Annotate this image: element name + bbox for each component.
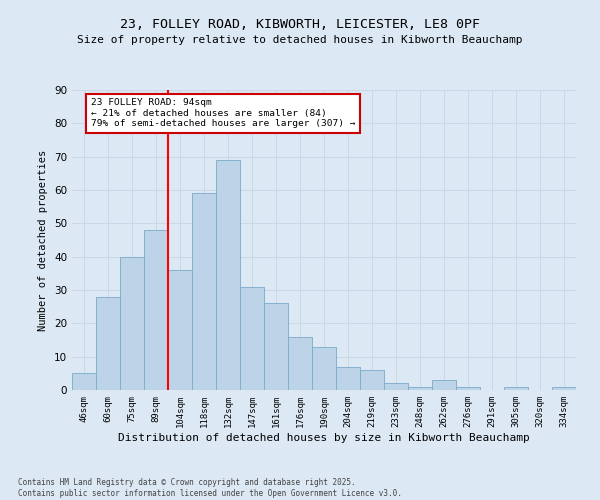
Bar bbox=[384, 384, 408, 390]
Bar bbox=[240, 286, 264, 390]
Bar bbox=[432, 380, 456, 390]
Bar bbox=[312, 346, 336, 390]
Bar bbox=[144, 230, 168, 390]
Bar bbox=[120, 256, 144, 390]
Text: 23 FOLLEY ROAD: 94sqm
← 21% of detached houses are smaller (84)
79% of semi-deta: 23 FOLLEY ROAD: 94sqm ← 21% of detached … bbox=[91, 98, 356, 128]
X-axis label: Distribution of detached houses by size in Kibworth Beauchamp: Distribution of detached houses by size … bbox=[118, 432, 530, 442]
Bar bbox=[456, 386, 480, 390]
Y-axis label: Number of detached properties: Number of detached properties bbox=[38, 150, 49, 330]
Bar bbox=[336, 366, 360, 390]
Text: Contains HM Land Registry data © Crown copyright and database right 2025.
Contai: Contains HM Land Registry data © Crown c… bbox=[18, 478, 402, 498]
Text: Size of property relative to detached houses in Kibworth Beauchamp: Size of property relative to detached ho… bbox=[77, 35, 523, 45]
Bar bbox=[264, 304, 288, 390]
Bar bbox=[408, 386, 432, 390]
Bar bbox=[360, 370, 384, 390]
Bar bbox=[168, 270, 192, 390]
Bar bbox=[72, 374, 96, 390]
Bar bbox=[216, 160, 240, 390]
Bar bbox=[504, 386, 528, 390]
Bar bbox=[552, 386, 576, 390]
Bar bbox=[192, 194, 216, 390]
Bar bbox=[288, 336, 312, 390]
Bar bbox=[96, 296, 120, 390]
Text: 23, FOLLEY ROAD, KIBWORTH, LEICESTER, LE8 0PF: 23, FOLLEY ROAD, KIBWORTH, LEICESTER, LE… bbox=[120, 18, 480, 30]
